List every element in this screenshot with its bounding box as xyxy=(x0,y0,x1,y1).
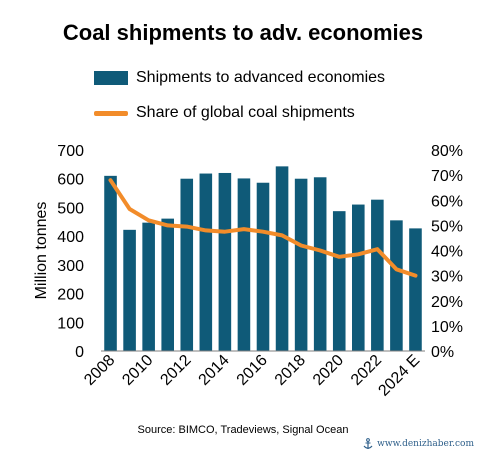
x-tick-label: 2024 E xyxy=(375,352,423,400)
y-tick-label: 100 xyxy=(57,315,84,332)
bar xyxy=(199,173,213,351)
y-tick-label: 700 xyxy=(57,143,84,160)
legend-label-shipments: Shipments to advanced economies xyxy=(136,69,386,86)
chart-title: Coal shipments to adv. economies xyxy=(62,20,424,45)
legend-line-swatch xyxy=(94,110,128,116)
x-tick-label: 2018 xyxy=(272,352,309,389)
bar xyxy=(332,211,346,351)
x-tick-label: 2008 xyxy=(81,352,118,389)
share-line xyxy=(108,178,418,278)
bar xyxy=(161,218,174,351)
bar xyxy=(371,199,384,351)
y2-tick-label: 50% xyxy=(431,218,463,235)
source-note: Source: BIMCO, Tradeviews, Signal Ocean xyxy=(137,424,349,436)
y2-tick-label: 30% xyxy=(431,269,463,286)
y-tick-label: 0 xyxy=(75,344,84,361)
bar xyxy=(390,220,403,351)
bar xyxy=(123,229,136,351)
y-tick-label: 300 xyxy=(57,258,84,275)
y2-tick-label: 60% xyxy=(431,193,463,210)
y2-tick-label: 0% xyxy=(431,344,454,361)
y2-tick-label: 40% xyxy=(431,244,463,261)
bar xyxy=(218,172,232,351)
y-tick-label: 500 xyxy=(57,200,84,217)
y2-tick-label: 80% xyxy=(431,143,463,160)
bar xyxy=(275,166,289,351)
bar xyxy=(313,177,327,351)
bar xyxy=(180,178,194,351)
bar xyxy=(237,178,251,351)
anchor-icon xyxy=(363,438,373,449)
watermark: www.denizhaber.com xyxy=(362,438,474,450)
bar xyxy=(256,182,270,351)
y-tick-label: 400 xyxy=(57,229,84,246)
legend-bar-swatch xyxy=(94,71,128,85)
y2-tick-label: 10% xyxy=(431,319,463,336)
y2-tick-label: 20% xyxy=(431,294,463,311)
bar xyxy=(294,178,308,351)
legend-item-share: Share of global coal shipments xyxy=(94,103,355,123)
y-tick-label: 200 xyxy=(57,287,84,304)
x-tick-label: 2010 xyxy=(119,352,156,389)
bar xyxy=(104,175,117,351)
y-axis-title: Million tonnes xyxy=(33,202,50,300)
x-tick-label: 2020 xyxy=(310,352,347,389)
x-tick-label: 2012 xyxy=(157,352,194,389)
x-tick-label: 2014 xyxy=(196,352,233,389)
x-tick-label: 2016 xyxy=(234,352,271,389)
y2-tick-label: 70% xyxy=(431,168,463,185)
legend-item-shipments: Shipments to advanced economies xyxy=(94,68,385,88)
bar xyxy=(352,204,365,351)
legend-label-share: Share of global coal shipments xyxy=(136,104,355,121)
bar xyxy=(142,222,155,351)
bar xyxy=(409,228,422,351)
watermark-text: www.denizhaber.com xyxy=(377,439,474,449)
y-tick-label: 600 xyxy=(57,172,84,189)
